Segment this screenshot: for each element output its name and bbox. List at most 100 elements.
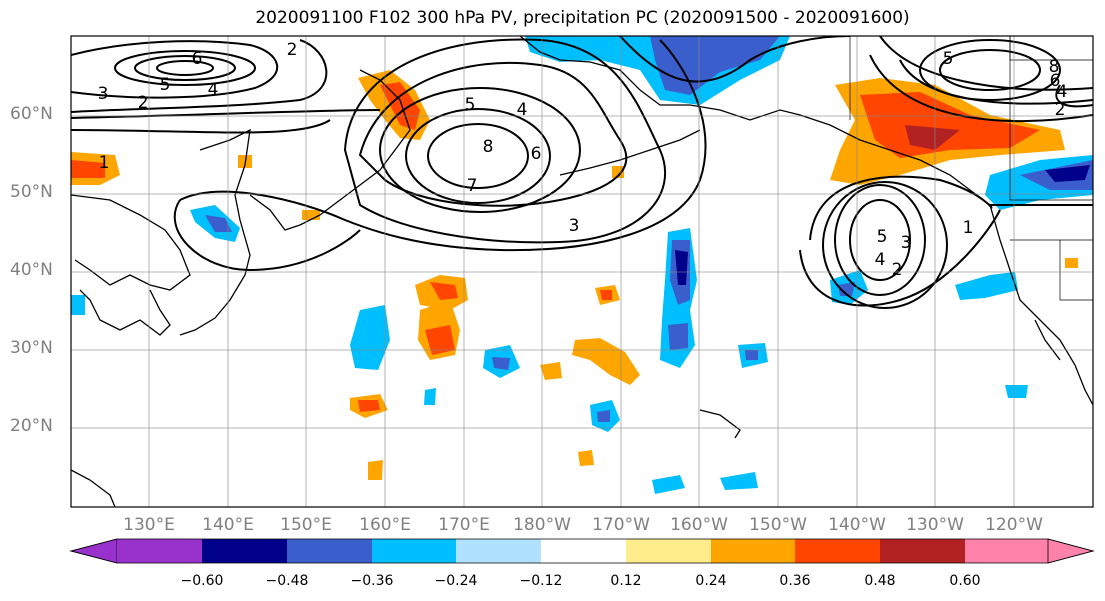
neg-precip-region bbox=[668, 323, 688, 350]
pos-precip-region bbox=[71, 160, 105, 178]
pos-precip-region bbox=[368, 460, 383, 480]
neg-precip-region bbox=[745, 350, 758, 360]
pos-precip-region bbox=[430, 282, 458, 300]
neg-precip-region bbox=[492, 357, 510, 370]
contour-label: 7 bbox=[467, 176, 478, 196]
lat-label: 30°N bbox=[10, 338, 53, 358]
colorbar-tick-label: 0.12 bbox=[610, 573, 642, 589]
lon-label: 170°E bbox=[438, 515, 490, 535]
map-title: 2020091100 F102 300 hPa PV, precipitatio… bbox=[255, 8, 910, 28]
colorbar-tick-label: −0.24 bbox=[434, 573, 478, 589]
colorbar-tick-label: 0.60 bbox=[949, 573, 981, 589]
contour-label: 6 bbox=[1050, 71, 1061, 91]
precip-shading bbox=[71, 36, 1093, 494]
colorbar-segment bbox=[795, 539, 880, 563]
colorbar-outline bbox=[69, 538, 1095, 564]
lon-label: 130°W bbox=[906, 515, 964, 535]
pos-precip-region bbox=[600, 290, 612, 300]
contour-labels: 6 5 4 3 2 2 8 7 6 5 4 3 5 4 3 2 8 6 5 4 … bbox=[98, 40, 1068, 280]
neg-precip-region bbox=[597, 410, 610, 422]
pos-precip-region bbox=[1065, 258, 1078, 268]
colorbar-segment bbox=[541, 539, 626, 563]
lon-label: 160°W bbox=[670, 515, 728, 535]
pos-precip-region bbox=[540, 362, 562, 380]
lat-label: 40°N bbox=[10, 260, 53, 280]
colorbar-extend-low bbox=[69, 538, 118, 564]
lat-label: 50°N bbox=[10, 182, 53, 202]
pos-precip-region bbox=[578, 450, 594, 466]
coastlines bbox=[71, 36, 1093, 507]
map-frame bbox=[70, 35, 1094, 508]
colorbar-segment bbox=[117, 539, 202, 563]
neg-precip-region bbox=[955, 272, 1018, 300]
colorbar-segment bbox=[456, 539, 541, 563]
colorbar-tick-label: −0.12 bbox=[519, 573, 563, 589]
gridlines bbox=[71, 36, 1093, 507]
colorbar-segment bbox=[372, 539, 456, 563]
contour-label: 2 bbox=[138, 93, 149, 113]
lon-label: 160°E bbox=[359, 515, 411, 535]
lon-label: 130°E bbox=[123, 515, 175, 535]
colorbar-tick-label: −0.36 bbox=[350, 573, 394, 589]
neg-precip-region bbox=[424, 388, 436, 405]
neg-precip-region bbox=[720, 472, 758, 490]
pv-contours bbox=[71, 36, 1093, 309]
colorbar-segment bbox=[626, 539, 711, 563]
contour-label: 2 bbox=[1055, 100, 1066, 120]
contour-label: 4 bbox=[1057, 82, 1068, 102]
colorbar-tick-label: 0.24 bbox=[695, 573, 727, 589]
contour-label: 8 bbox=[1049, 57, 1060, 77]
lat-label: 20°N bbox=[10, 416, 53, 436]
pos-precip-region bbox=[380, 82, 420, 130]
lon-label: 180°W bbox=[513, 515, 571, 535]
contour-label: 5 bbox=[465, 95, 476, 115]
contour-label: 4 bbox=[517, 100, 528, 120]
colorbar-segment bbox=[965, 539, 1048, 563]
lon-label: 140°E bbox=[202, 515, 254, 535]
colorbar-extend-high bbox=[1047, 538, 1095, 564]
colorbar-tick-label: 0.36 bbox=[779, 573, 811, 589]
contour-label: 6 bbox=[192, 49, 203, 69]
colorbar-tick-label: 0.48 bbox=[864, 573, 896, 589]
contour-label: 3 bbox=[98, 84, 109, 104]
pos-precip-region bbox=[425, 325, 455, 355]
lon-label: 170°W bbox=[592, 515, 650, 535]
colorbar-segment bbox=[711, 539, 795, 563]
pos-precip-region bbox=[302, 210, 320, 220]
neg-precip-region bbox=[652, 475, 685, 494]
contour-label: 3 bbox=[901, 233, 912, 253]
pos-precip-region bbox=[860, 92, 1040, 158]
contour-label: 3 bbox=[569, 216, 580, 236]
pos-precip-region bbox=[358, 400, 380, 412]
borders bbox=[849, 36, 1093, 301]
map-panel: 6 5 4 3 2 2 8 7 6 5 4 3 5 4 3 2 8 6 5 4 … bbox=[71, 36, 1093, 507]
contour-label: 8 bbox=[483, 137, 494, 157]
lon-label: 150°W bbox=[749, 515, 807, 535]
neg-precip-region bbox=[675, 250, 688, 285]
contour-label: 1 bbox=[99, 153, 110, 173]
contour-label: 4 bbox=[208, 80, 219, 100]
contour-label: 6 bbox=[531, 144, 542, 164]
neg-precip-region bbox=[71, 295, 85, 315]
neg-precip-region bbox=[1045, 165, 1090, 182]
lon-label: 120°W bbox=[985, 515, 1043, 535]
colorbar bbox=[69, 538, 1095, 564]
lon-label: 150°E bbox=[280, 515, 332, 535]
lat-label: 60°N bbox=[10, 104, 53, 124]
pos-precip-region bbox=[905, 125, 960, 150]
colorbar-tick-label: −0.48 bbox=[265, 573, 309, 589]
colorbar-segment bbox=[880, 539, 965, 563]
contour-label: 5 bbox=[160, 75, 171, 95]
contour-label: 5 bbox=[877, 227, 888, 247]
neg-precip-region bbox=[205, 215, 232, 232]
colorbar-tick-label: −0.60 bbox=[180, 573, 224, 589]
contour-label: 1 bbox=[963, 218, 974, 238]
neg-precip-region bbox=[1005, 385, 1028, 398]
colorbar-segment bbox=[202, 539, 287, 563]
contour-label: 2 bbox=[892, 260, 903, 280]
lon-label: 140°W bbox=[828, 515, 886, 535]
neg-precip-region bbox=[350, 305, 390, 370]
colorbar-segment bbox=[287, 539, 372, 563]
neg-precip-region bbox=[838, 282, 855, 296]
